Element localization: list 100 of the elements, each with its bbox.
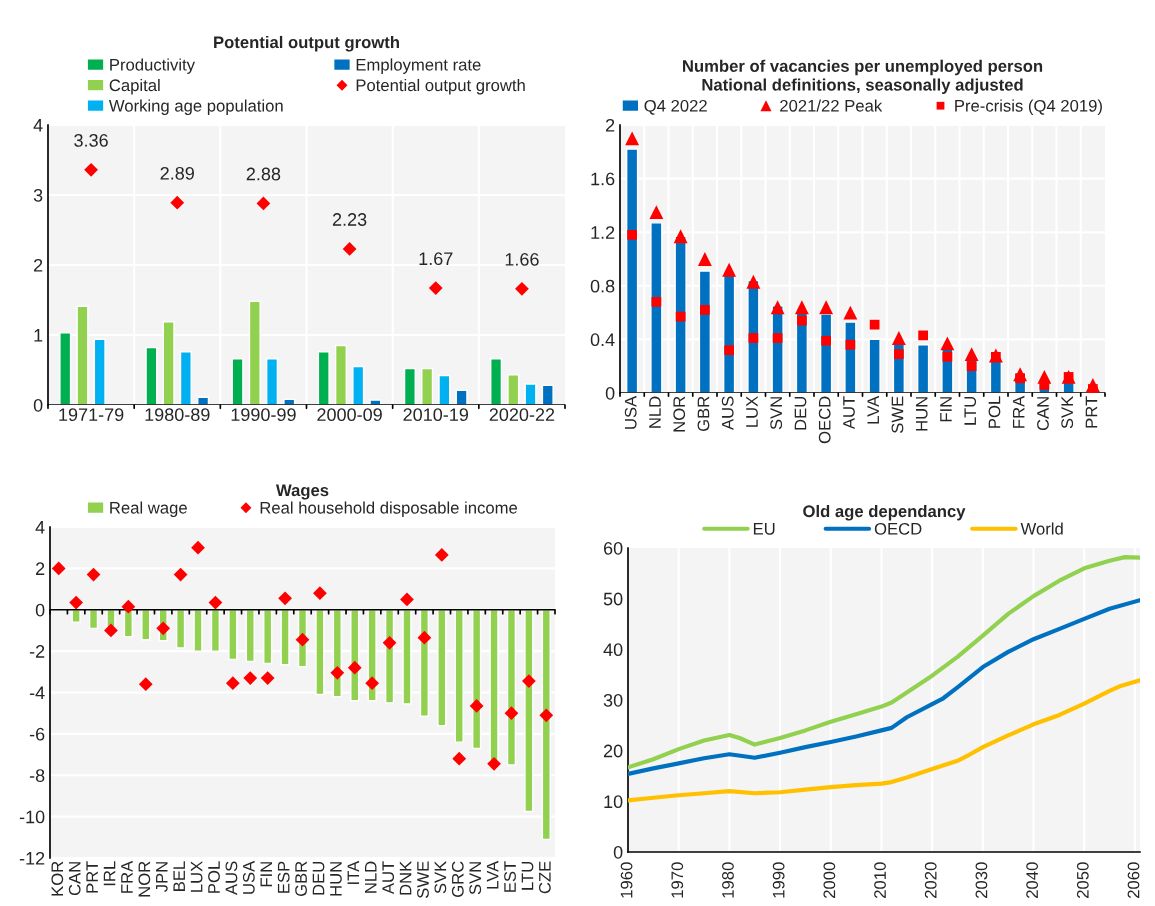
x-tick-label: 1980-89 bbox=[145, 408, 210, 422]
point bbox=[225, 676, 240, 691]
point bbox=[191, 540, 205, 555]
legend-label: Working age population bbox=[108, 99, 283, 115]
x-tick-label: OECD bbox=[818, 396, 831, 444]
point bbox=[428, 281, 443, 295]
x-tick-label: 2060 bbox=[1127, 862, 1140, 898]
x-tick-label: FIN bbox=[940, 397, 952, 422]
point bbox=[894, 349, 904, 359]
x-tick-label: SVK bbox=[434, 860, 447, 894]
point bbox=[673, 229, 688, 244]
legend-label: World bbox=[1020, 522, 1063, 535]
point bbox=[651, 297, 662, 307]
point bbox=[819, 300, 834, 315]
legend-label: OECD bbox=[874, 522, 922, 535]
legend-label: Capital bbox=[109, 78, 160, 95]
x-tick-label: NLD bbox=[365, 861, 377, 893]
point bbox=[649, 205, 664, 220]
legend-label: EU bbox=[753, 523, 775, 535]
x-tick-label: ESP bbox=[277, 861, 290, 893]
point bbox=[243, 671, 258, 685]
x-tick-label: HUN bbox=[915, 397, 928, 431]
x-tick-label: 1990-99 bbox=[231, 408, 296, 422]
chart-title: Number of vacancies per unemployed person bbox=[683, 59, 1043, 76]
y-tick-label: 3 bbox=[33, 188, 43, 202]
x-tick-label: AUT bbox=[382, 861, 395, 895]
point bbox=[469, 699, 484, 713]
y-tick-label: -6 bbox=[29, 727, 45, 741]
line-series bbox=[628, 598, 1140, 777]
y-tick-label: 1.2 bbox=[591, 226, 615, 239]
x-tick-label: 2010 bbox=[874, 862, 886, 898]
x-tick-label: KOR bbox=[51, 861, 64, 896]
legend-label: Productivity bbox=[110, 58, 195, 74]
point bbox=[722, 262, 737, 277]
y-tick-label: 0 bbox=[605, 386, 615, 400]
y-tick-label: 2 bbox=[34, 258, 43, 272]
point bbox=[156, 621, 171, 636]
chart-title: Potential output growth bbox=[214, 35, 399, 52]
x-tick-label: GBR bbox=[295, 861, 307, 897]
point bbox=[770, 300, 785, 315]
x-tick-label: GRC bbox=[451, 861, 464, 897]
x-tick-label: 1971-79 bbox=[59, 408, 124, 422]
x-tick-label: 2000-09 bbox=[317, 408, 382, 422]
x-tick-label: 2050 bbox=[1076, 862, 1089, 898]
point bbox=[539, 708, 554, 723]
x-tick-label: AUS bbox=[721, 396, 734, 431]
point bbox=[504, 706, 519, 721]
y-tick-label: 1 bbox=[34, 329, 43, 342]
point bbox=[821, 335, 831, 346]
point bbox=[330, 665, 345, 680]
point bbox=[256, 196, 271, 211]
x-tick-label: 2040 bbox=[1026, 862, 1039, 898]
point bbox=[51, 561, 66, 576]
x-tick-label: AUT bbox=[843, 396, 855, 430]
x-tick-label: NOR bbox=[673, 396, 686, 432]
legend-label: Employment rate bbox=[356, 58, 481, 74]
y-tick-label: 30 bbox=[603, 693, 623, 707]
point bbox=[869, 319, 880, 330]
x-tick-label: HUN bbox=[330, 862, 342, 896]
point bbox=[434, 548, 449, 562]
point bbox=[724, 345, 734, 355]
y-tick-label: 50 bbox=[603, 592, 623, 606]
x-tick-label: SVN bbox=[770, 397, 783, 430]
point bbox=[964, 347, 979, 362]
x-tick-label: POL bbox=[208, 861, 220, 893]
x-tick-label: USA bbox=[242, 860, 255, 894]
x-tick-label: CAN bbox=[68, 862, 81, 896]
point bbox=[121, 599, 136, 614]
y-tick-label: -12 bbox=[19, 851, 45, 865]
y-tick-label: 0.4 bbox=[590, 333, 615, 347]
x-tick-label: DEU bbox=[312, 862, 325, 895]
chart-subtitle: National definitions, seasonally adjusted bbox=[702, 78, 1023, 94]
y-tick-label: 4 bbox=[35, 521, 45, 534]
point bbox=[942, 351, 953, 362]
legend-label: Potential output growth bbox=[356, 78, 525, 95]
line-series bbox=[628, 678, 1140, 803]
chart-title: Old age dependancy bbox=[803, 504, 966, 521]
point bbox=[940, 336, 955, 351]
point bbox=[697, 252, 712, 266]
point bbox=[891, 331, 906, 345]
x-tick-label: ITA bbox=[347, 860, 360, 884]
y-tick-label: 0 bbox=[33, 398, 43, 412]
point bbox=[966, 361, 977, 372]
x-tick-label: CAN bbox=[1037, 397, 1049, 431]
point bbox=[313, 586, 327, 601]
y-tick-label: 60 bbox=[603, 541, 623, 555]
x-tick-label: AUS bbox=[225, 861, 238, 896]
x-tick-label: PRT bbox=[1085, 396, 1098, 428]
x-tick-label: FRA bbox=[121, 860, 133, 893]
point bbox=[772, 333, 783, 343]
x-tick-label: FIN bbox=[260, 862, 272, 887]
x-tick-label: USA bbox=[624, 395, 637, 429]
point bbox=[700, 305, 710, 315]
data-label: 3.36 bbox=[74, 134, 108, 147]
legend-label: Q4 2022 bbox=[644, 99, 707, 115]
x-tick-label: DEU bbox=[794, 397, 807, 430]
legend-label: 2021/22 Peak bbox=[780, 99, 883, 112]
x-tick-label: BEL bbox=[173, 861, 185, 891]
x-tick-label: SVK bbox=[1061, 395, 1074, 429]
y-tick-label: 10 bbox=[604, 795, 623, 809]
